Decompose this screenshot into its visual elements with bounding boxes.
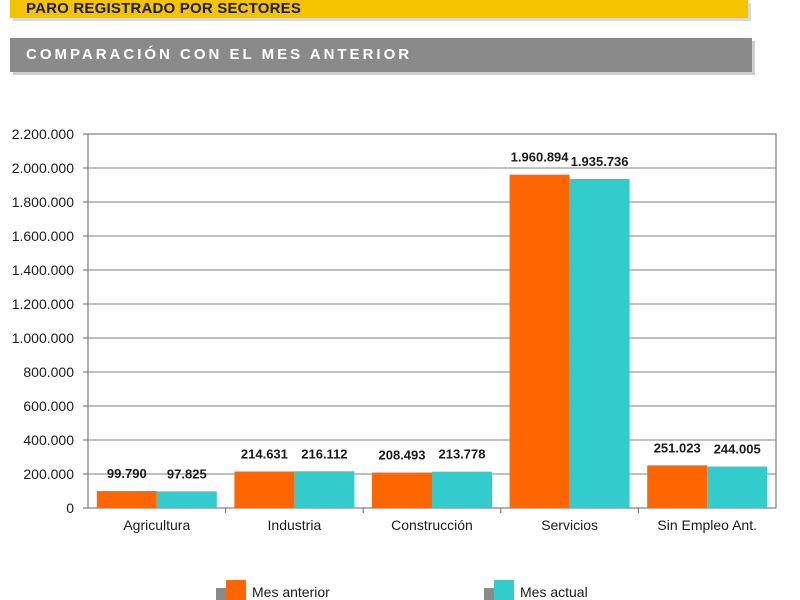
- legend-swatch-mes-anterior: [216, 580, 246, 600]
- section-title: PARO REGISTRADO POR SECTORES: [26, 0, 302, 17]
- data-label: 251.023: [654, 440, 701, 455]
- y-tick-label: 2.000.000: [12, 160, 74, 176]
- bar-mes-anterior: [372, 472, 432, 508]
- data-label: 213.778: [439, 447, 486, 462]
- x-tick-label: Industria: [268, 517, 322, 533]
- y-tick-label: 1.400.000: [12, 262, 74, 278]
- legend-swatch-mes-actual: [484, 580, 514, 600]
- data-label: 1.935.736: [571, 154, 629, 169]
- y-tick-label: 0: [66, 500, 74, 516]
- bar-mes-anterior: [647, 465, 708, 508]
- bar-chart: 0 200.000 400.000 600.000 800.000 1.000.000 1.…: [12, 126, 777, 533]
- bar-mes-anterior: [234, 471, 295, 508]
- bar-mes-anterior: [96, 491, 157, 508]
- section-title-banner: PARO REGISTRADO POR SECTORES: [10, 0, 748, 18]
- y-tick-label: 800.000: [23, 364, 74, 380]
- legend-item-mes-actual: Mes actual: [484, 580, 588, 600]
- y-tick-label: 200.000: [23, 466, 74, 482]
- y-tick-label: 600.000: [23, 398, 74, 414]
- data-label: 244.005: [714, 442, 761, 457]
- data-label: 208.493: [379, 448, 426, 463]
- y-tick-label: 1.600.000: [12, 228, 74, 244]
- legend-item-mes-anterior: Mes anterior: [216, 580, 330, 600]
- bar-mes-actual: [432, 471, 492, 508]
- y-tick-label: 2.200.000: [12, 126, 74, 142]
- x-tick-label: Construcción: [391, 517, 473, 533]
- legend-label-mes-actual: Mes actual: [520, 584, 588, 600]
- x-tick-label: Sin Empleo Ant.: [657, 517, 757, 533]
- bar-mes-actual: [569, 178, 630, 509]
- y-tick-label: 400.000: [23, 432, 74, 448]
- y-tick-label: 1.000.000: [12, 330, 74, 346]
- y-tick-label: 1.800.000: [12, 194, 74, 210]
- x-tick-label: Servicios: [541, 517, 598, 533]
- section-subtitle: COMPARACIÓN CON EL MES ANTERIOR: [26, 46, 413, 63]
- legend-label-mes-anterior: Mes anterior: [252, 584, 330, 600]
- data-label: 99.790: [107, 466, 147, 481]
- data-label: 97.825: [167, 466, 207, 481]
- data-label: 214.631: [241, 447, 288, 462]
- x-tick-label: Agricultura: [123, 517, 190, 533]
- subtitle-banner: COMPARACIÓN CON EL MES ANTERIOR: [10, 38, 752, 72]
- bar-mes-actual: [294, 471, 355, 508]
- bar-mes-actual: [156, 491, 217, 508]
- bar-mes-actual: [707, 466, 768, 508]
- data-label: 1.960.894: [511, 150, 570, 165]
- data-label: 216.112: [301, 446, 347, 461]
- bar-mes-anterior: [509, 174, 570, 508]
- y-tick-label: 1.200.000: [12, 296, 74, 312]
- plot-area: [87, 133, 777, 509]
